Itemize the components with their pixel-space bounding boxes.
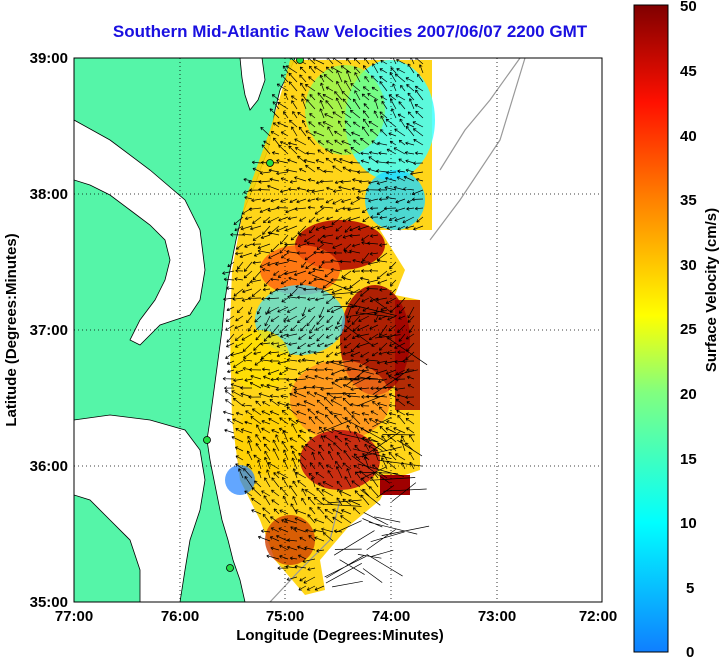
- colorbar-tick: 5: [686, 580, 694, 597]
- x-tick-label: 72:00: [579, 608, 617, 625]
- colorbar-tick: 20: [680, 386, 697, 403]
- arrow-glyphs: [222, 58, 430, 591]
- plot-frame: [73, 57, 603, 603]
- colorbar-tick: 35: [680, 192, 697, 209]
- delaware-bay: [239, 58, 266, 111]
- y-tick-label: 38:00: [30, 186, 68, 203]
- radar-sites: [203, 58, 304, 572]
- y-tick-label: 36:00: [30, 458, 68, 475]
- x-axis-label: Longitude (Degrees:Minutes): [236, 627, 444, 644]
- colorbar-tick: 30: [680, 257, 697, 274]
- chesapeake-bay: [74, 119, 206, 346]
- grid-lines: [74, 58, 602, 602]
- y-tick-label: 35:00: [30, 594, 68, 611]
- sound-water: [74, 414, 206, 602]
- colorbar-tick: 50: [680, 0, 697, 15]
- colorbar-tick: 15: [680, 451, 697, 468]
- x-tick-label: 73:00: [478, 608, 516, 625]
- x-tick-label: 76:00: [161, 608, 199, 625]
- colorbar-tick: 0: [686, 644, 694, 659]
- colorbar-tick: 10: [680, 515, 697, 532]
- x-axis-ticks: 77:00 76:00 75:00 74:00 73:00 72:00: [55, 608, 617, 625]
- colorbar-tick: 45: [680, 63, 697, 80]
- colorbar-tick: 40: [680, 128, 697, 145]
- x-tick-label: 75:00: [266, 608, 304, 625]
- map-title: Southern Mid-Atlantic Raw Velocities 200…: [112, 22, 588, 41]
- colorbar: [633, 4, 669, 653]
- x-tick-label: 77:00: [55, 608, 93, 625]
- y-tick-label: 39:00: [30, 50, 68, 67]
- velocity-arrows: [222, 58, 430, 591]
- y-axis-ticks: 39:00 38:00 37:00 36:00 35:00: [30, 50, 68, 611]
- colorbar-label: Surface Velocity (cm/s): [703, 208, 720, 372]
- y-axis-label: Latitude (Degrees:Minutes): [3, 233, 20, 426]
- colorbar-tick: 25: [680, 321, 697, 338]
- y-tick-label: 37:00: [30, 322, 68, 339]
- colorbar-ticks: 50 45 40 35 30 25 20 15 10 5 0: [680, 0, 697, 659]
- x-tick-label: 74:00: [372, 608, 410, 625]
